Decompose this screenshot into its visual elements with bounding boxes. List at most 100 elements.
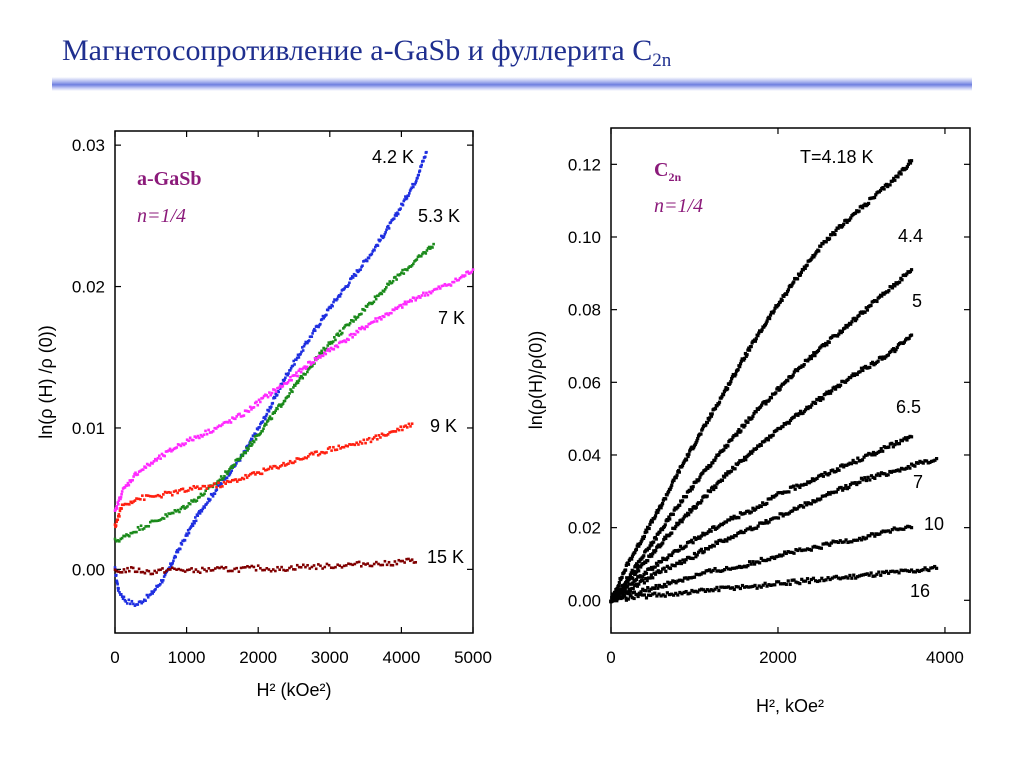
chart-point — [348, 321, 352, 325]
chart-point — [328, 446, 332, 449]
chart-point — [152, 460, 156, 463]
chart-point — [875, 572, 879, 576]
chart-point — [115, 569, 119, 573]
chart-point — [728, 381, 732, 385]
chart-point — [415, 258, 419, 261]
chart-point — [794, 548, 798, 552]
chart-y-tick-label: 0.00 — [72, 560, 105, 579]
chart-point — [216, 425, 220, 429]
chart-point — [876, 532, 880, 537]
chart-point — [149, 593, 153, 596]
chart-point — [908, 466, 912, 470]
chart-point — [238, 412, 241, 416]
chart-point — [365, 259, 369, 263]
chart-point — [900, 439, 905, 443]
chart-point — [153, 569, 157, 573]
chart-point — [730, 517, 735, 521]
chart-point — [829, 541, 834, 545]
chart-point — [267, 467, 270, 471]
chart-point — [744, 354, 748, 358]
chart-series-label: 7 — [913, 472, 923, 492]
chart-point — [208, 431, 212, 434]
chart-point — [351, 335, 354, 339]
chart-point — [198, 495, 201, 499]
chart-point — [666, 580, 670, 584]
chart-point — [202, 493, 205, 497]
chart-point — [287, 379, 291, 382]
chart-point — [875, 299, 879, 304]
chart-point — [745, 585, 749, 589]
chart-point — [312, 361, 315, 364]
chart-point — [246, 449, 249, 452]
chart-point — [180, 505, 184, 509]
chart-point — [780, 298, 784, 303]
chart-point — [320, 450, 323, 454]
chart-point — [709, 529, 713, 533]
chart-point — [894, 468, 899, 473]
chart-point — [792, 484, 796, 488]
chart-point — [322, 346, 325, 350]
chart-point — [846, 576, 850, 580]
chart-point — [113, 568, 117, 572]
chart-point — [159, 582, 162, 586]
chart-point — [174, 489, 178, 493]
chart-point — [803, 501, 807, 505]
chart-point — [268, 415, 272, 418]
chart-point — [396, 211, 399, 214]
chart-point — [636, 594, 640, 599]
chart-point — [736, 430, 740, 434]
chart-point — [249, 441, 252, 444]
chart-point — [735, 433, 739, 437]
chart-point — [264, 393, 267, 397]
chart-point — [906, 524, 910, 528]
chart-point — [637, 569, 641, 573]
chart-point — [131, 478, 134, 482]
chart-point — [856, 575, 860, 579]
chart-point — [693, 442, 697, 446]
chart-point — [801, 505, 806, 509]
chart-point — [173, 509, 177, 512]
chart-point — [845, 325, 849, 329]
chart-point — [787, 421, 791, 425]
chart-point — [636, 567, 640, 571]
chart-point — [624, 581, 628, 585]
chart-point — [726, 386, 730, 391]
chart-point — [205, 432, 209, 436]
chart-point — [907, 336, 911, 340]
chart-point — [724, 386, 728, 390]
chart-point — [130, 531, 134, 535]
chart-point — [274, 392, 278, 396]
chart-point — [672, 593, 676, 597]
chart-point — [886, 353, 891, 357]
chart-point — [909, 568, 914, 572]
chart-point — [761, 558, 765, 562]
chart-point — [361, 264, 364, 268]
chart-point — [672, 478, 676, 483]
chart-point — [840, 540, 844, 544]
chart-point — [834, 574, 839, 578]
chart-point — [706, 466, 710, 470]
chart-point — [190, 525, 193, 528]
chart-point — [119, 537, 123, 541]
chart-point — [381, 314, 385, 318]
chart-point — [183, 539, 187, 542]
chart-point — [399, 207, 402, 210]
chart-point — [117, 502, 120, 506]
chart-point — [254, 473, 257, 476]
chart-point — [431, 289, 434, 293]
chart-point — [794, 580, 798, 584]
chart-point — [700, 499, 704, 503]
chart-point — [896, 468, 900, 472]
chart-point — [187, 489, 190, 492]
chart-point — [722, 539, 726, 544]
chart-point — [300, 350, 303, 354]
chart-point — [808, 405, 813, 409]
chart-point — [231, 569, 234, 573]
chart-point — [882, 570, 887, 575]
chart-point — [294, 382, 298, 385]
chart-point — [162, 517, 166, 520]
chart-point — [701, 471, 705, 475]
chart-point — [264, 423, 268, 426]
chart-point — [797, 412, 801, 416]
chart-point — [259, 422, 262, 426]
